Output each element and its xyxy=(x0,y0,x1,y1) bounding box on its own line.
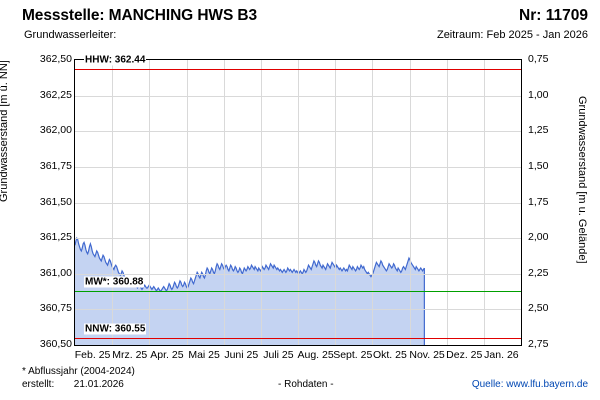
x-tick: Apr. 25 xyxy=(150,349,184,361)
footnote: * Abflussjahr (2004-2024) xyxy=(22,366,135,377)
y-tick-left: 362,50 xyxy=(39,53,72,65)
reference-label-nnw: NNW: 360.55 xyxy=(84,323,147,335)
x-tick: Feb. 25 xyxy=(74,349,111,361)
y-tick-left: 360,50 xyxy=(39,338,72,350)
reference-line-hhw xyxy=(75,68,521,70)
period-label: Zeitraum: Feb 2025 - Jan 2026 xyxy=(436,29,588,41)
x-tick: Aug. 25 xyxy=(297,349,334,361)
created-label: erstellt: xyxy=(22,379,55,390)
y-tick-right: 0,75 xyxy=(528,53,549,65)
aquifer-label: Grundwasserleiter: xyxy=(24,29,117,41)
reference-label-mw: MW*: 360.88 xyxy=(84,276,145,288)
gridline-vertical xyxy=(112,60,114,345)
y-axis-label-left: Grundwasserstand [m ü. NN] xyxy=(0,60,10,202)
y-tick-right: 2,25 xyxy=(528,266,549,279)
x-tick: Dez. 25 xyxy=(446,349,483,361)
y-tick-left: 361,50 xyxy=(39,195,72,208)
y-tick-right: 1,25 xyxy=(528,124,549,137)
gridline-vertical xyxy=(298,60,299,345)
x-tick: Juni 25 xyxy=(224,349,259,361)
gridline-vertical xyxy=(223,60,225,345)
x-tick: Mai 25 xyxy=(188,349,220,361)
y-tick-left: 361,75 xyxy=(39,159,72,172)
source-label[interactable]: Quelle: www.lfu.bayern.de xyxy=(471,379,588,390)
reference-line-nnw xyxy=(75,337,521,339)
y-axis-label-right: Grundwasserstand [m u. Gelände] xyxy=(576,96,588,264)
x-tick: Juli 25 xyxy=(263,349,294,361)
gridline-vertical xyxy=(260,60,262,345)
reference-label-hhw: HHW: 362.44 xyxy=(84,54,147,66)
y-tick-left: 362,00 xyxy=(39,124,72,137)
x-tick: Mrz. 25 xyxy=(112,349,148,361)
y-tick-left: 360,75 xyxy=(39,302,72,315)
station-number: Nr: 11709 xyxy=(519,7,588,24)
plot-area xyxy=(74,59,522,346)
page-title: Messstelle: MANCHING HWS B3 xyxy=(22,7,258,24)
created-date: 21.01.2026 xyxy=(73,379,124,390)
y-tick-right: 2,75 xyxy=(528,338,549,350)
reference-line-mw xyxy=(75,290,521,292)
y-tick-left: 361,00 xyxy=(39,266,72,279)
y-tick-right: 1,75 xyxy=(528,195,549,208)
x-tick: Jan. 26 xyxy=(484,349,519,361)
gridline-vertical xyxy=(409,60,411,345)
y-tick-right: 2,00 xyxy=(528,231,549,244)
gridline-vertical xyxy=(335,60,337,345)
x-tick: Okt. 25 xyxy=(372,349,407,361)
x-tick: Sept. 25 xyxy=(333,349,373,361)
gridline-vertical xyxy=(483,60,485,345)
gridline-vertical xyxy=(186,60,188,345)
x-tick: Nov. 25 xyxy=(409,349,445,361)
created-line: erstellt: 21.01.2026 xyxy=(22,379,124,390)
gridline-vertical xyxy=(372,60,374,345)
y-tick-right: 1,00 xyxy=(528,88,549,101)
y-tick-left: 361,25 xyxy=(39,231,72,244)
data-kind-label: - Rohdaten - xyxy=(278,379,334,390)
y-tick-right: 2,50 xyxy=(528,302,549,315)
y-tick-right: 1,50 xyxy=(528,159,549,172)
y-tick-left: 362,25 xyxy=(39,88,72,101)
gridline-vertical xyxy=(446,60,448,345)
gridline-vertical xyxy=(149,60,151,345)
